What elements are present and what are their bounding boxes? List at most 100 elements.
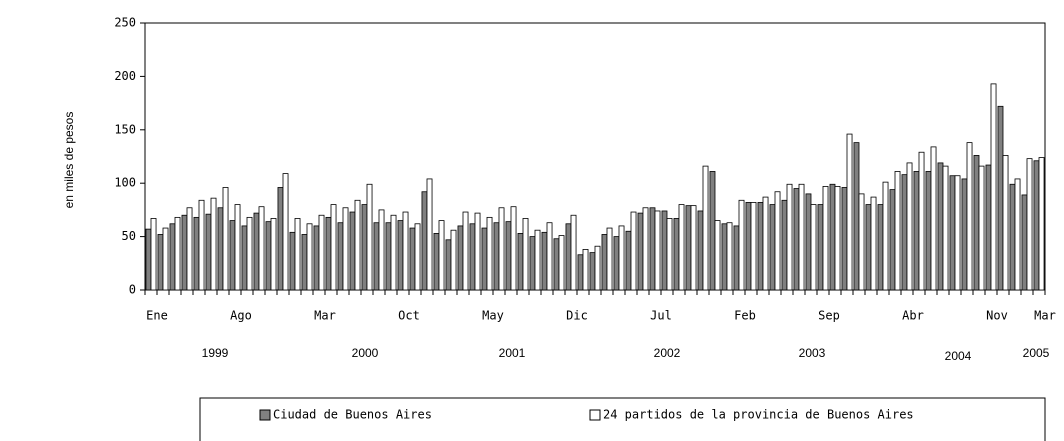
- bar: [210, 197, 217, 291]
- bar: [733, 225, 740, 291]
- bar: [534, 229, 541, 291]
- bar: [978, 165, 985, 291]
- year-label: 2004: [945, 349, 972, 363]
- bar: [714, 220, 721, 291]
- bar: [198, 199, 205, 291]
- bar: [757, 202, 764, 291]
- bar: [846, 133, 853, 291]
- year-label: 1999: [202, 346, 229, 360]
- bar: [1026, 158, 1033, 291]
- bar: [985, 164, 992, 291]
- bar: [457, 225, 464, 291]
- x-tick-label: Ene: [146, 309, 168, 323]
- bar: [685, 205, 692, 291]
- bar: [793, 188, 800, 291]
- bar: [421, 191, 428, 291]
- bar: [282, 173, 289, 291]
- bar: [594, 245, 601, 291]
- bar: [270, 218, 277, 291]
- bar: [193, 216, 200, 291]
- bar: [294, 218, 301, 291]
- bar: [805, 193, 812, 291]
- bar: [325, 216, 332, 291]
- bar: [553, 238, 560, 291]
- bar: [330, 204, 337, 291]
- bar: [774, 191, 781, 291]
- bar: [174, 216, 181, 291]
- bar: [726, 222, 733, 291]
- legend-label: Ciudad de Buenos Aires: [273, 408, 432, 422]
- bar: [510, 206, 517, 291]
- x-tick-label: Oct: [398, 309, 420, 323]
- x-tick-label: Mar: [1034, 309, 1056, 323]
- bar: [882, 181, 889, 291]
- bar: [942, 165, 949, 291]
- bar: [954, 175, 961, 291]
- bar: [529, 236, 536, 291]
- bar: [661, 210, 668, 291]
- bar: [265, 221, 272, 291]
- bar: [906, 162, 913, 291]
- x-tick-label: Dic: [566, 309, 588, 323]
- bar: [498, 207, 505, 291]
- bar: [702, 165, 709, 291]
- bar: [745, 202, 752, 291]
- bar: [762, 196, 769, 291]
- bar: [654, 210, 661, 291]
- bar: [433, 232, 440, 291]
- bar: [817, 204, 824, 291]
- bar: [565, 223, 572, 291]
- bar: [1002, 155, 1009, 291]
- bar: [601, 234, 608, 291]
- bar: [841, 187, 848, 291]
- year-label: 2003: [799, 346, 826, 360]
- bar: [721, 223, 728, 291]
- bar: [781, 199, 788, 291]
- bar: [913, 171, 920, 291]
- bar: [769, 204, 776, 291]
- bar: [649, 207, 656, 291]
- bar: [901, 174, 908, 291]
- bar: [1038, 157, 1045, 291]
- bar: [289, 231, 296, 291]
- bar: [1021, 194, 1028, 291]
- bar: [925, 171, 932, 291]
- bar: [546, 222, 553, 291]
- bar: [486, 216, 493, 291]
- bar: [829, 183, 836, 291]
- bar: [414, 223, 421, 291]
- legend-swatch: [589, 409, 601, 421]
- bar: [625, 230, 632, 291]
- bar: [961, 178, 968, 291]
- year-label: 2002: [654, 346, 681, 360]
- bar: [541, 231, 548, 291]
- bar: [361, 204, 368, 291]
- bar: [930, 146, 937, 291]
- x-tick-label: Nov: [986, 309, 1008, 323]
- bar: [246, 216, 253, 291]
- y-tick-label: 0: [129, 283, 136, 297]
- bar: [385, 222, 392, 291]
- bar: [690, 205, 697, 291]
- bar: [234, 204, 241, 291]
- bar: [750, 202, 757, 291]
- bar: [301, 234, 308, 291]
- bar: [241, 225, 248, 291]
- bar: [1033, 160, 1040, 291]
- bar: [697, 210, 704, 291]
- bar: [709, 171, 716, 291]
- bar: [966, 142, 973, 291]
- bar: [229, 220, 236, 291]
- bar: [613, 236, 620, 291]
- x-tick-label: Jul: [650, 309, 672, 323]
- bar: [858, 193, 865, 291]
- bar: [366, 183, 373, 291]
- bar: [589, 252, 596, 291]
- y-tick-label: 200: [114, 69, 136, 83]
- bar: [853, 142, 860, 291]
- bar: [577, 254, 584, 291]
- bar: [786, 183, 793, 291]
- bar: [469, 223, 476, 291]
- x-tick-label: Ago: [230, 309, 252, 323]
